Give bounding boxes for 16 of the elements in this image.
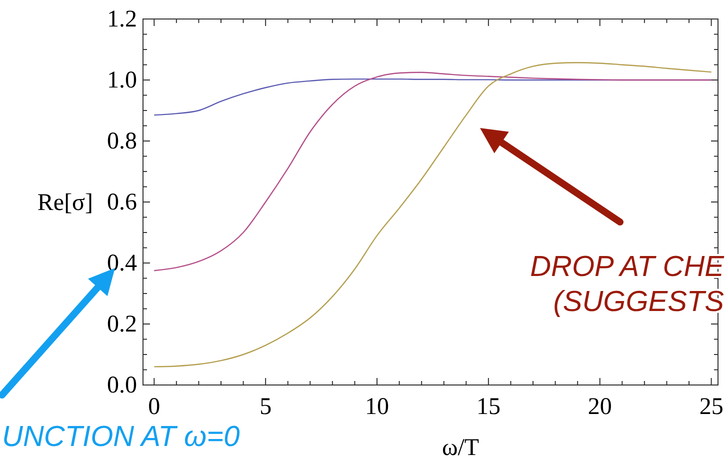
y-tick-label: 1.2 [107,6,137,33]
x-tick-label: 25 [699,394,724,420]
x-tick-label: 15 [476,394,500,420]
y-axis-title: Re[σ] [37,190,93,216]
x-axis-title: ω/T [442,435,480,461]
y-tick-label: 0.0 [107,372,137,399]
x-tick-label: 20 [588,394,612,420]
y-tick-label: 1.0 [107,68,137,94]
x-tick-label: 10 [365,394,390,420]
y-tick-label: 0.8 [107,128,137,155]
x-tick-label: 0 [148,394,160,420]
x-tick-label: 5 [260,394,272,420]
text: UNCTION AT ω=0 [2,421,240,453]
y-tick-label: 0.2 [107,312,137,338]
y-tick-label: 0.4 [107,250,137,277]
y-tick-label: 0.6 [107,190,137,216]
